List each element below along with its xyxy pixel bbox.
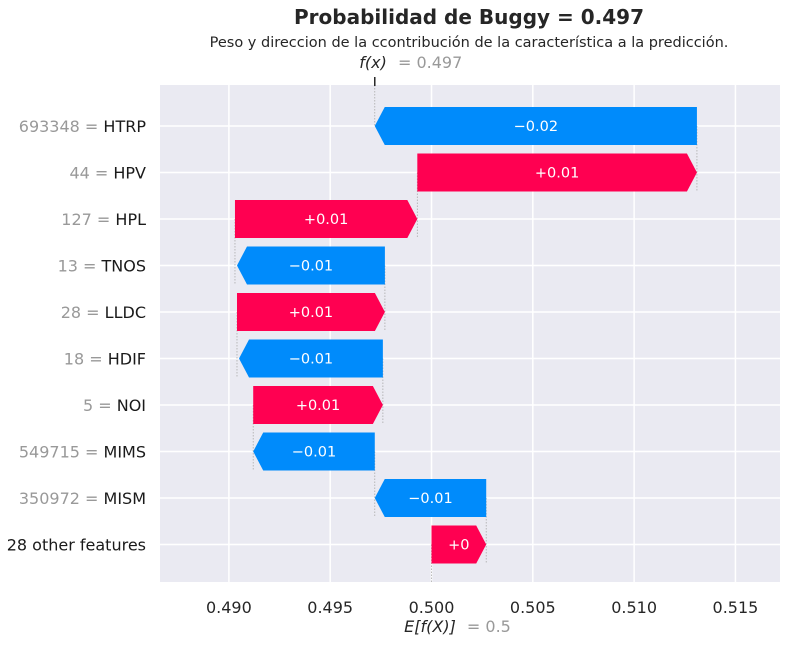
bar-value-label: −0.01	[292, 445, 336, 461]
bar-value-label: +0.01	[304, 212, 348, 228]
bar-value-label: −0.01	[289, 352, 333, 368]
bar-negative	[236, 246, 385, 285]
efx-value: = 0.5	[467, 617, 511, 636]
efx-annotation: E[f(X)] = 0.5	[404, 617, 511, 636]
feature-label: 350972 = MISM	[19, 489, 146, 508]
feature-value: 350972 =	[19, 489, 104, 508]
efx-label: E[f(X)]	[404, 617, 456, 636]
feature-value: 5 =	[83, 396, 117, 415]
bar-labels: −0.02 +0.01 +0.01 −0.01 +0.01 −0.01 +0.01 −0.01…	[289, 119, 580, 554]
feature-name: MIMS	[104, 443, 146, 462]
feature-name: HPV	[113, 164, 146, 183]
bar-value-label: −0.01	[408, 491, 452, 507]
feature-value: 693348 =	[19, 117, 104, 136]
feature-name: HDIF	[108, 350, 146, 369]
bars	[234, 107, 697, 564]
bar-value-label: −0.02	[514, 119, 558, 135]
fx-value: = 0.497	[398, 53, 462, 72]
bar-positive	[234, 200, 418, 238]
feature-label: 13 = TNOS	[58, 257, 146, 276]
feature-label: 127 = HPL	[61, 210, 146, 229]
bar-positive	[417, 153, 697, 192]
feature-label: 549715 = MIMS	[19, 443, 146, 462]
feature-name: TNOS	[101, 257, 147, 276]
feature-label: 28 = LLDC	[61, 303, 146, 322]
bar-positive	[253, 386, 383, 424]
x-tick-label: 0.515	[713, 598, 759, 617]
bar-positive	[431, 525, 487, 564]
fx-annotation: f(x) = 0.497	[359, 53, 462, 86]
bar-negative	[374, 479, 487, 517]
feature-labels: 693348 = HTRP 44 = HPV 127 = HPL 13 = TNOS 2…	[7, 117, 147, 555]
feature-label: 693348 = HTRP	[19, 117, 147, 136]
bar-negative	[253, 432, 375, 471]
feature-label: 5 = NOI	[83, 396, 146, 415]
x-tick-label: 0.510	[611, 598, 657, 617]
feature-name: HTRP	[103, 117, 146, 136]
bar-value-label: −0.01	[289, 259, 333, 275]
x-tick-label: 0.500	[409, 598, 455, 617]
bar-positive	[236, 293, 385, 331]
chart-title: Probabilidad de Buggy = 0.497	[294, 5, 644, 29]
feature-value: 18 =	[64, 350, 108, 369]
bar-value-label: +0.01	[289, 305, 333, 321]
bar-value-label: +0.01	[535, 166, 579, 182]
feature-name: MISM	[104, 489, 146, 508]
feature-name: HPL	[115, 210, 146, 229]
x-tick-label: 0.495	[307, 598, 353, 617]
bar-negative	[239, 339, 383, 378]
fx-label: f(x)	[359, 53, 387, 72]
feature-label: 18 = HDIF	[64, 350, 146, 369]
feature-name: 28 other features	[7, 536, 146, 555]
feature-label: 28 other features	[7, 536, 146, 555]
feature-value: 13 =	[58, 257, 102, 276]
feature-value: 44 =	[69, 164, 113, 183]
feature-name: LLDC	[105, 303, 146, 322]
bar-value-label: +0	[448, 538, 469, 554]
x-tick-label: 0.490	[206, 598, 252, 617]
fx-annotation-text: f(x) = 0.497	[359, 53, 462, 72]
x-tick-label: 0.505	[510, 598, 556, 617]
feature-value: 28 =	[61, 303, 105, 322]
feature-label: 44 = HPV	[69, 164, 146, 183]
feature-value: 549715 =	[19, 443, 104, 462]
efx-annotation-text: E[f(X)] = 0.5	[404, 617, 511, 636]
x-tick-labels: 0.490 0.495 0.500 0.505 0.510 0.515	[206, 598, 758, 617]
bar-value-label: +0.01	[296, 398, 340, 414]
chart-subtitle: Peso y direccion de la ccontribución de …	[210, 35, 729, 51]
feature-value: 127 =	[61, 210, 115, 229]
feature-name: NOI	[117, 396, 146, 415]
bar-negative	[374, 107, 697, 145]
